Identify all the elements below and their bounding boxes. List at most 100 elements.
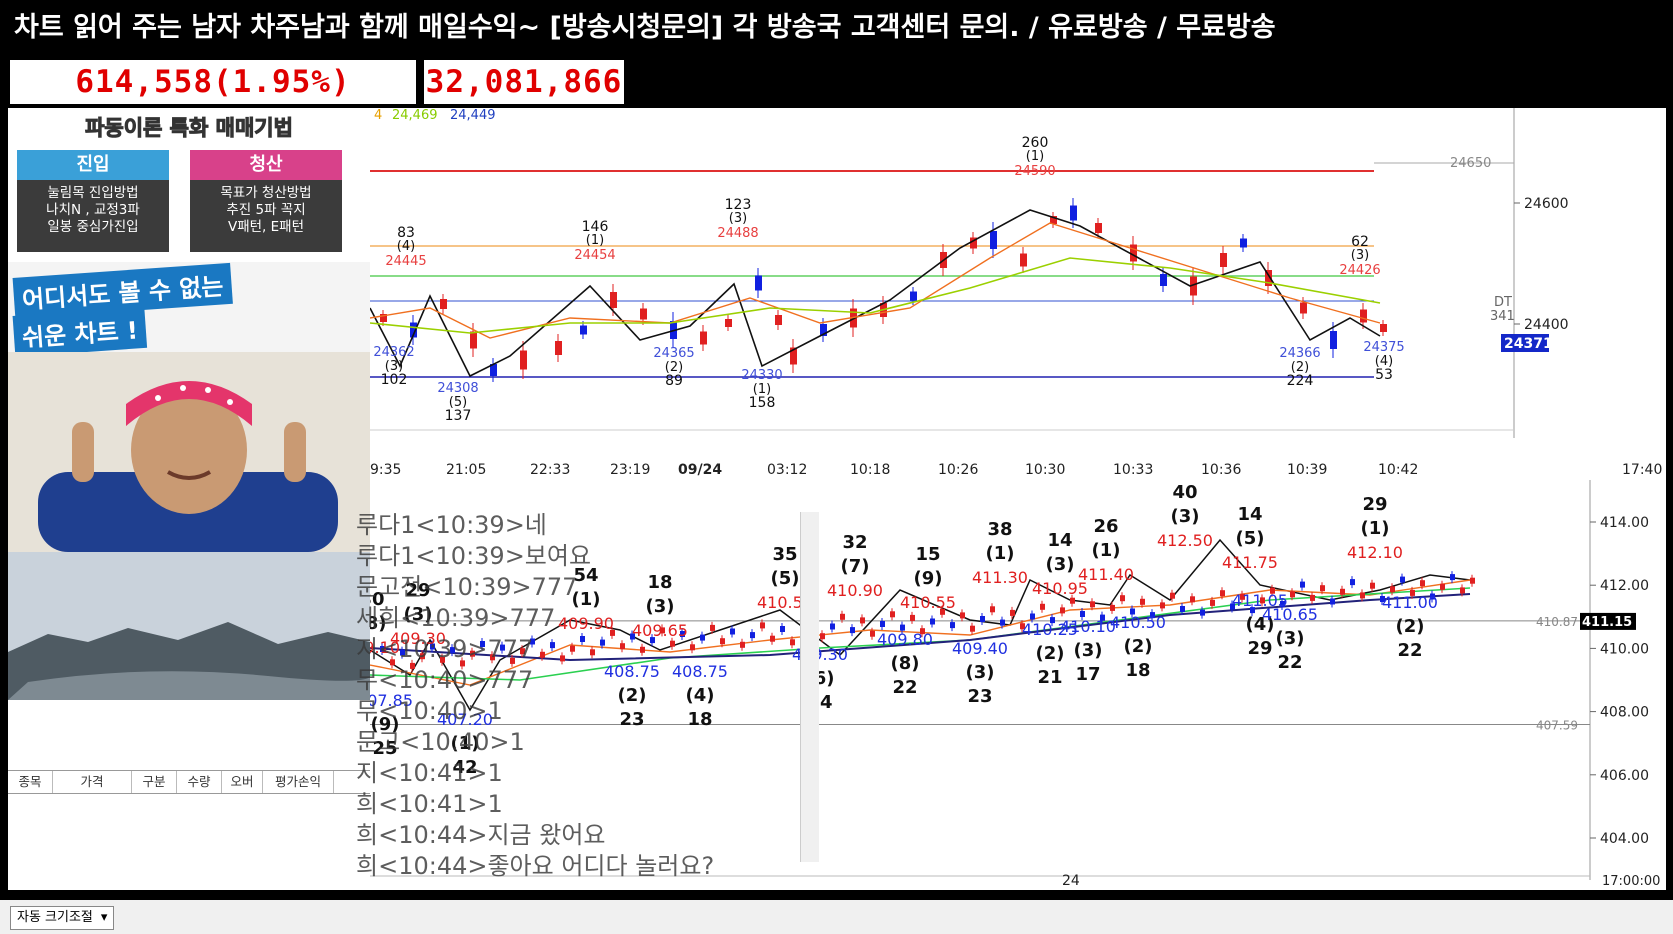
bottom-candle-body (470, 650, 475, 657)
grid-col-qty[interactable]: 수량 (177, 771, 222, 793)
bottom-price-8: 410.10 (1060, 617, 1116, 636)
bottom-candle-body (610, 629, 615, 636)
top-count-5: 32 (842, 532, 867, 553)
top-wave-4: (5) (771, 568, 800, 589)
bottom-status-bar (0, 900, 1673, 934)
top-price-12: 412.10 (1347, 543, 1403, 562)
chat-message: 지<10:41>1 (356, 759, 503, 787)
top-wave-6: (9) (914, 568, 943, 589)
top-wave-10: (3) (1171, 506, 1200, 527)
bottom-count-11: 22 (1277, 652, 1302, 673)
bottom-price-6: 409.40 (952, 639, 1008, 658)
bottom-candle-body (400, 649, 405, 656)
candle-body (820, 324, 827, 336)
bottom-candle-body (1150, 612, 1155, 619)
bottom-right-time: 17:00:00 (1602, 874, 1660, 889)
bot-anno-price-4: 24366 (1279, 346, 1320, 361)
top-count-11: 14 (1237, 504, 1262, 525)
auto-size-dropdown[interactable]: 자동 크기조절 ▾ (10, 906, 115, 930)
candle-body (1300, 302, 1307, 314)
top-time-label-1: 21:05 (446, 462, 486, 478)
top-wave-7: (1) (986, 543, 1015, 564)
exit-card-head: 청산 (190, 150, 342, 180)
chat-overlay: 루다1<10:39>네 루다1<10:39>보여요 문고전<10:39>777 세희<… (356, 510, 826, 882)
grid-col-price[interactable]: 가격 (53, 771, 132, 793)
top-wave-2: (1) (572, 589, 601, 610)
bottom-candle-body (1400, 576, 1405, 583)
broadcast-banner: 차트 읽어 주는 남자 차주남과 함께 매일수익~ [방송시청문의] 각 방송국… (0, 0, 1673, 56)
bottom-candle-body (790, 639, 795, 646)
chat-message: 희<10:41>1 (356, 790, 503, 818)
chat-message: 무<10:40>777 (356, 666, 534, 694)
bottom-candle-body (540, 651, 545, 658)
bottom-wave-6: (3) (966, 662, 995, 683)
top-price-chart[interactable]: 4 24,469 24,449 24650 24600 24400 24371 DT 341 9:… (369, 108, 1666, 480)
bot-anno-wave-3: (1) (753, 382, 771, 397)
bottom-candle-body (1440, 583, 1445, 590)
bottom-candle-body (450, 647, 455, 654)
bottom-candle-body (780, 626, 785, 632)
bottom-candle-body (560, 655, 565, 662)
bottom-candle-body (920, 628, 925, 635)
bottom-candle-body (1360, 592, 1365, 599)
bottom-price-9: 410.50 (1110, 613, 1166, 632)
top-wave-9: (1) (1092, 540, 1121, 561)
bot-anno-price-1: 24308 (437, 381, 478, 396)
bottom-wave-0: (9) (371, 714, 400, 735)
candle-body (1050, 216, 1057, 224)
candle-body (520, 350, 527, 370)
bottom-candle-body (1040, 603, 1045, 610)
top-count-4: 35 (772, 544, 797, 565)
top-wave-3: (3) (646, 596, 675, 617)
bottom-candle-body (570, 645, 575, 652)
chat-scrollbar[interactable] (800, 512, 819, 862)
bottom-candle-body (910, 614, 915, 621)
top-price-6: 410.55 (900, 593, 956, 612)
grid-col-type[interactable]: 구분 (132, 771, 177, 793)
bottom-ma-navy (369, 593, 1471, 662)
bottom-candle-body (940, 608, 945, 615)
bot-anno-count-4: 224 (1287, 373, 1314, 389)
top-anno-price-0: 24445 (385, 254, 426, 269)
bot-anno-count-2: 89 (665, 373, 683, 389)
top-time-label-6: 10:18 (850, 462, 890, 478)
bottom-price-0: 407.85 (370, 691, 413, 710)
bottom-candle-body (1110, 604, 1115, 611)
bottom-candle-body (670, 640, 675, 647)
top-price-1: 409.30 (390, 629, 446, 648)
bottom-candle-body (1470, 577, 1475, 584)
top-price-8: 410.95 (1032, 579, 1088, 598)
ma-orange-line (369, 222, 1381, 339)
bot-anno-price-0: 24362 (373, 345, 414, 360)
top-anno-price-2: 24488 (717, 226, 758, 241)
bottom-candle-body (630, 633, 635, 640)
top-time-label-7: 10:26 (938, 462, 978, 478)
chat-message: 문고전<10:39>777 (356, 573, 578, 601)
bottom-count-12: 22 (1397, 640, 1422, 661)
top-price-10: 412.50 (1157, 531, 1213, 550)
candle-body (580, 325, 587, 335)
top-wave-5: (7) (841, 556, 870, 577)
bottom-candle-body (1020, 623, 1025, 630)
candle-body (1380, 324, 1387, 332)
top-anno-price-3: 24590 (1014, 164, 1055, 179)
bottom-candle-body (680, 631, 685, 637)
bottom-candle-body (1340, 588, 1345, 595)
bottom-candle-body (510, 657, 515, 664)
bottom-price-chart[interactable]: 414.00 412.00 410.00 408.00 406.00 404.00 410.… (344, 480, 1666, 890)
grid-col-pnl[interactable]: 평가손익 (263, 771, 334, 793)
top-time-label-8: 10:30 (1025, 462, 1065, 478)
bottom-candle-body (690, 644, 695, 651)
bottom-price-7: 410.25 (1022, 620, 1078, 639)
dt-value: 341 (1490, 309, 1515, 324)
top-anno-count-0: 83 (397, 225, 415, 241)
bottom-candle-body (1050, 617, 1055, 624)
bottom-candle-body (870, 630, 875, 637)
ma-green-line (369, 257, 1381, 334)
bottom-candle-body (750, 632, 755, 639)
grid-col-over[interactable]: 오버 (222, 771, 263, 793)
top-time-label-2: 22:33 (530, 462, 570, 478)
grid-col-item[interactable]: 종목 (8, 771, 53, 793)
top-time-label-4: 09/24 (678, 462, 722, 478)
